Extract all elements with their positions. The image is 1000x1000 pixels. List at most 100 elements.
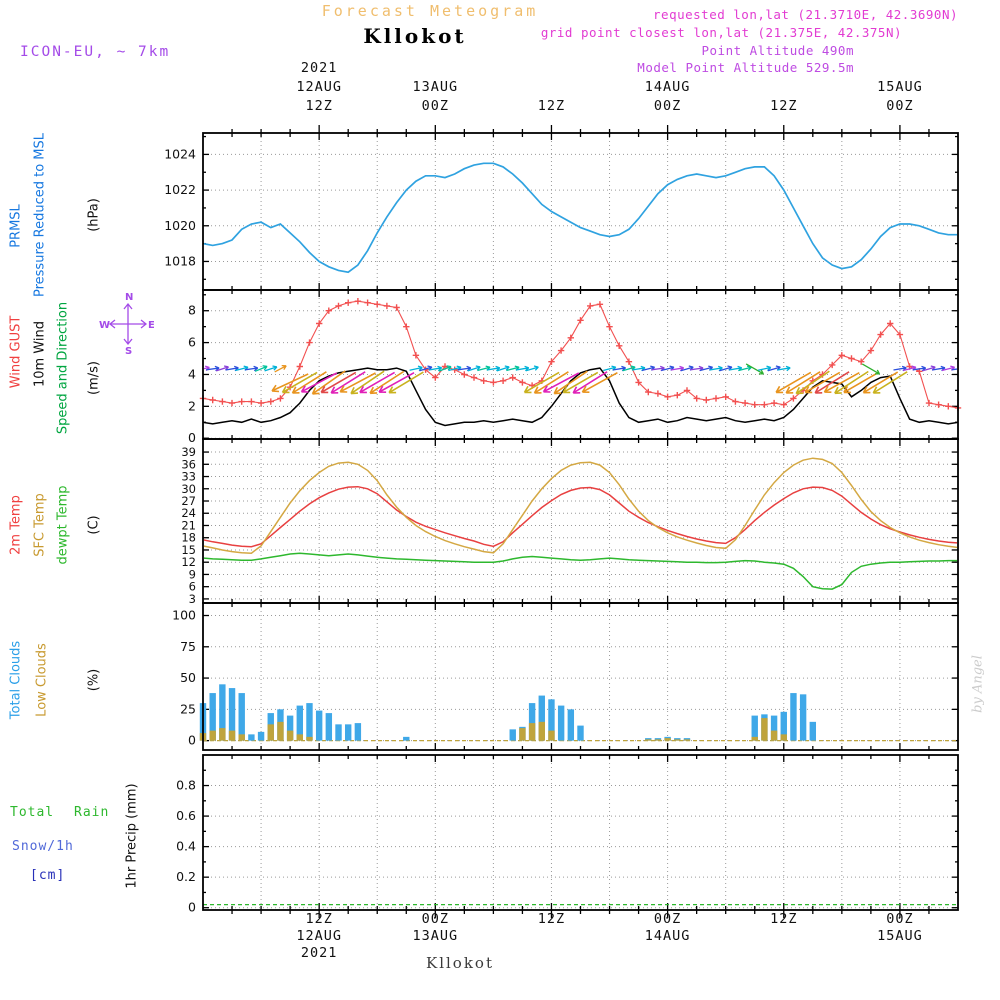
y-tick-label: 0.8 [176,778,196,793]
wind-direction-arrow [378,372,415,393]
wind-direction-arrow [533,371,569,394]
wind-direction-arrow [467,365,481,372]
low-clouds-bar [219,728,226,741]
total-clouds-bar [751,715,758,741]
wind-direction-label: Speed and Direction [55,301,71,435]
time-label-top: 15AUG [877,79,923,95]
y-tick-label: 30 [181,482,196,496]
compass-north: N [125,292,133,303]
total-clouds-bar [799,694,807,741]
low-clouds-bar [770,730,778,741]
pressure-line [204,162,957,274]
low-clouds-bar [528,723,536,741]
low-clouds-bar [548,730,555,741]
wind-direction-arrow [438,365,452,372]
y-tick-label: 0 [188,430,196,445]
time-label-top: 12Z [305,98,332,114]
pressure-series-label: PRMSL [8,204,24,248]
total-clouds-bar [577,725,584,741]
time-label-top: 12AUG [296,79,342,95]
time-label-bottom: 12Z [538,911,565,927]
y-tick-label: 0.6 [176,808,196,823]
wind-direction-arrow [254,365,268,372]
watermark: by Angel [970,655,986,713]
low-clouds-bar [286,730,294,741]
total-clouds-bar [790,693,797,741]
y-tick-label: 1018 [164,253,196,268]
total-clouds-bar [209,693,216,741]
low-clouds-bar [780,734,787,741]
time-label-bottom: 13AUG [412,928,458,944]
temp-unit-label: (C) [86,515,102,535]
time-label-top: 12Z [538,98,565,114]
total-clouds-bar [306,703,313,741]
wind-direction-arrow [823,372,860,393]
wind-direction-arrow [745,363,764,375]
wind-direction-arrow [291,371,327,394]
model-point-altitude: Model Point Altitude 529.5m [637,60,854,75]
precip-cm-label: [cm] [30,868,66,883]
total-clouds-bar [325,713,333,741]
wind-direction-arrow [785,371,821,394]
time-label-bottom: 00Z [886,911,913,927]
low-clouds-bar [761,718,768,741]
y-tick-label: 1020 [164,218,196,233]
time-label-top: 13AUG [412,79,458,95]
model-label: ICON-EU, ~ 7km [20,44,171,60]
wind-direction-arrow [311,370,346,395]
time-label-top: 00Z [654,98,681,114]
wind-series-label: 10m Wind [32,320,48,388]
wind-direction-arrow [330,371,366,394]
wind-direction-arrow [300,372,338,393]
time-label-top: 12Z [770,98,797,114]
wind-direction-arrow [572,371,608,394]
time-label-bottom: 15AUG [877,928,923,944]
total-clouds-bar [538,695,545,741]
precip-total-label: Total [10,805,55,820]
low-clouds-bar [238,734,245,741]
y-tick-label: 12 [181,555,196,569]
time-label-top: 14AUG [645,79,691,95]
y-tick-label: 6 [189,580,196,594]
low-clouds-bar [209,730,216,741]
y-tick-label: 75 [180,639,196,654]
compass-south: S [125,346,132,356]
low-clouds-bar [664,738,671,741]
low-clouds-bar [228,730,236,741]
wind-direction-arrow [804,371,841,394]
y-tick-label: 6 [188,335,196,350]
pressure-axis-label: Pressure Reduced to MSL [32,132,48,298]
time-label-top: 00Z [886,98,913,114]
point-altitude: Point Altitude 490m [701,43,854,58]
y-tick-label: 39 [181,445,196,459]
total-clouds-bar [228,688,236,741]
low-clouds-bar [519,728,526,741]
wind-direction-arrow [862,371,899,394]
wind-direction-arrow [350,370,385,395]
low-clouds-bar [674,739,681,741]
total-clouds-bar [403,736,410,741]
wind-direction-arrow [369,370,405,395]
station-title: Kllokot [363,24,467,48]
low-clouds-bar [751,736,758,741]
y-tick-label: 0.4 [176,839,196,854]
y-tick-label: 4 [188,366,196,381]
wind-direction-arrow [581,372,618,393]
sfc-temp-series-label: SFC Temp [32,493,48,557]
wind-direction-arrow [271,373,309,393]
y-tick-label: 2 [188,398,196,413]
wind-direction-arrow [264,365,278,372]
y-tick-label: 24 [181,506,196,520]
temp2m-series-label: 2m Temp [8,495,24,555]
total-clouds-bar [286,715,294,741]
wind-direction-arrow [777,365,791,372]
time-label-top: 2021 [301,60,338,76]
total-clouds-bar [354,723,362,741]
precip-snow-label: Snow/1h [12,839,74,854]
y-tick-label: 0.2 [176,869,196,884]
time-label-bottom: 12AUG [296,928,342,944]
y-tick-label: 27 [181,494,196,508]
wind-direction-arrow [834,370,869,395]
panel-frame [202,602,959,751]
